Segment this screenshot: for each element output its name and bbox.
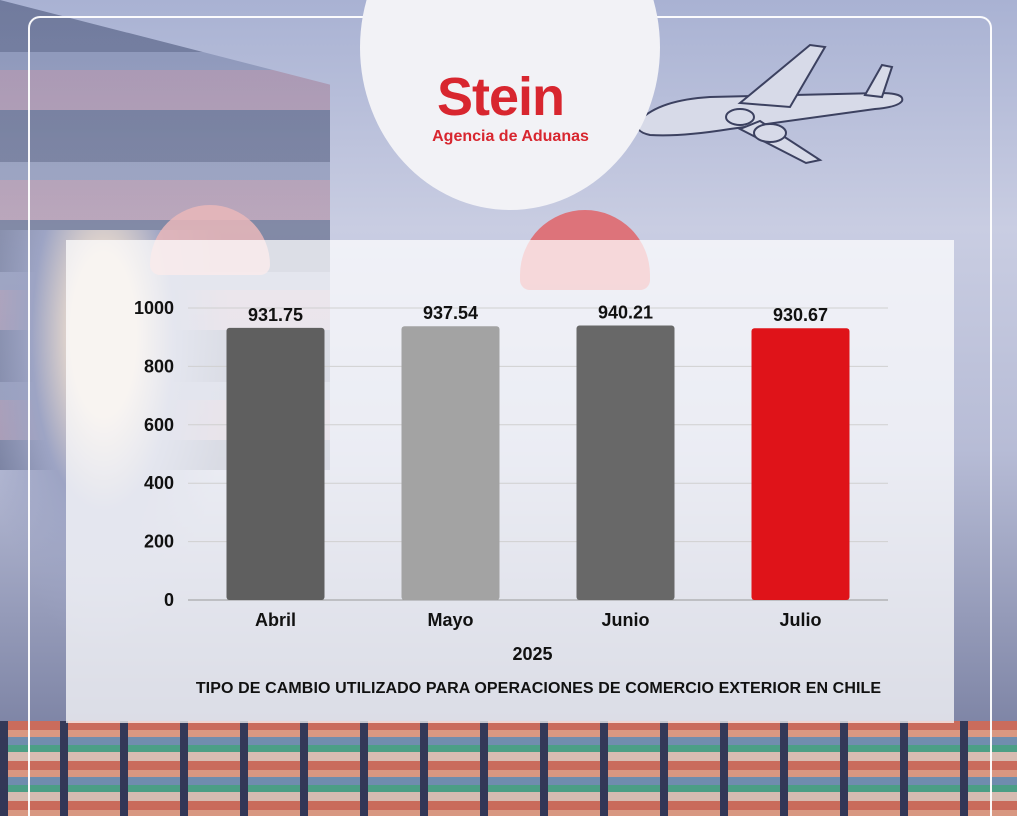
x-tick-label: Julio: [779, 610, 821, 630]
bar-chart: 0 200 400 600 800 1000 931.75 Abril 937.54 Mayo 94…: [134, 298, 888, 630]
x-tick-label: Mayo: [427, 610, 473, 630]
data-label: 937.54: [423, 303, 478, 323]
x-tick-label: Junio: [602, 610, 650, 630]
y-tick-label: 600: [144, 415, 174, 435]
bar-junio: [576, 325, 675, 600]
chart-panel: 0 200 400 600 800 1000 931.75 Abril 937.54 Mayo 94…: [66, 240, 954, 723]
y-tick-label: 0: [164, 590, 174, 610]
data-label: 930.67: [773, 305, 828, 325]
data-label: 931.75: [248, 305, 303, 325]
y-tick-label: 1000: [134, 298, 174, 318]
data-label: 940.21: [598, 302, 653, 322]
bar-abril: [226, 327, 325, 600]
bar-julio: [751, 328, 850, 600]
x-tick-label: Abril: [255, 610, 296, 630]
y-tick-label: 800: [144, 356, 174, 376]
chart-caption: TIPO DE CAMBIO UTILIZADO PARA OPERACIONE…: [195, 680, 882, 697]
y-tick-label: 200: [144, 532, 174, 552]
brand-logo-wordmark: Stein: [436, 67, 565, 127]
background-container-yard: [0, 721, 1017, 816]
bar-mayo: [401, 326, 500, 600]
brand-logo-tagline: Agencia de Aduanas: [432, 128, 589, 145]
x-axis-title: 2025: [512, 644, 553, 664]
y-tick-label: 400: [144, 473, 174, 493]
airplane-icon: [636, 43, 904, 165]
